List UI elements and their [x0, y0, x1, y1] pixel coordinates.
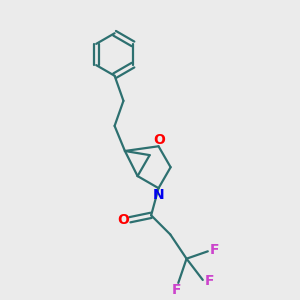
Text: F: F [205, 274, 214, 288]
Text: N: N [153, 188, 164, 202]
Text: F: F [172, 283, 182, 297]
Text: F: F [209, 243, 219, 257]
Text: O: O [118, 213, 129, 227]
Text: O: O [154, 133, 165, 147]
